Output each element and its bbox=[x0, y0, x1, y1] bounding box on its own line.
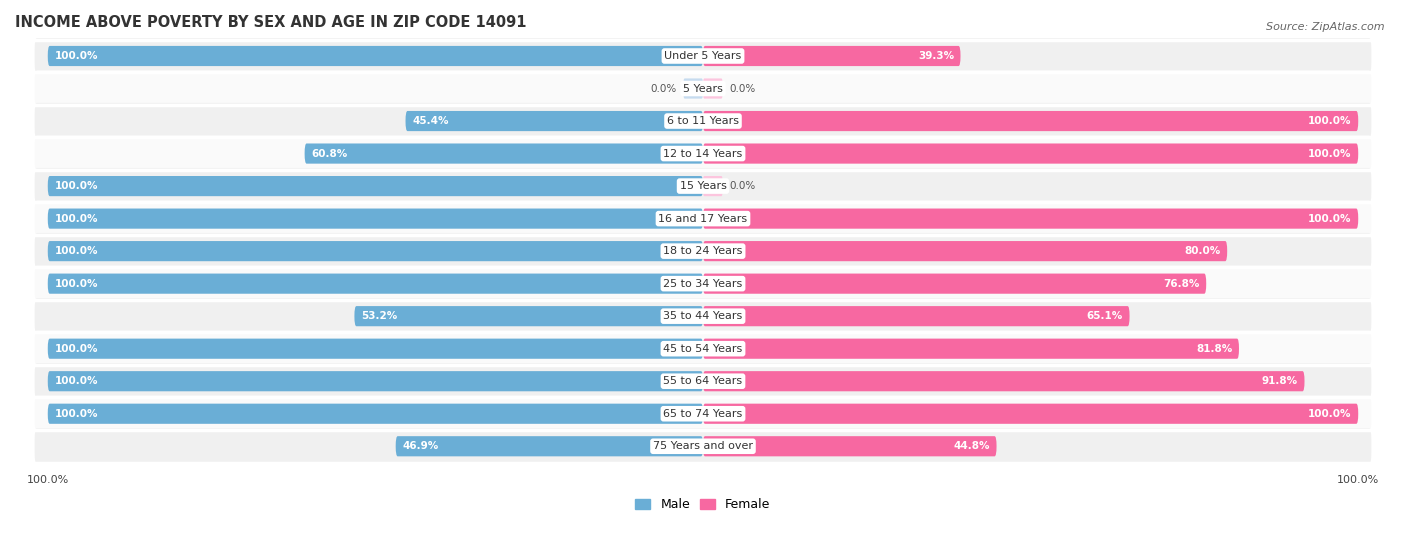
Text: 46.9%: 46.9% bbox=[402, 441, 439, 451]
FancyBboxPatch shape bbox=[395, 436, 703, 456]
FancyBboxPatch shape bbox=[48, 46, 703, 66]
FancyBboxPatch shape bbox=[48, 339, 703, 359]
FancyBboxPatch shape bbox=[703, 436, 997, 456]
FancyBboxPatch shape bbox=[35, 363, 1371, 399]
Text: 55 to 64 Years: 55 to 64 Years bbox=[664, 376, 742, 386]
FancyBboxPatch shape bbox=[35, 266, 1371, 302]
FancyBboxPatch shape bbox=[48, 176, 703, 196]
FancyBboxPatch shape bbox=[48, 209, 703, 229]
FancyBboxPatch shape bbox=[703, 144, 1358, 164]
FancyBboxPatch shape bbox=[703, 209, 1358, 229]
Text: 100.0%: 100.0% bbox=[1308, 214, 1351, 224]
Text: INCOME ABOVE POVERTY BY SEX AND AGE IN ZIP CODE 14091: INCOME ABOVE POVERTY BY SEX AND AGE IN Z… bbox=[15, 15, 526, 30]
FancyBboxPatch shape bbox=[703, 273, 1206, 293]
Text: 44.8%: 44.8% bbox=[953, 441, 990, 451]
FancyBboxPatch shape bbox=[48, 371, 703, 391]
FancyBboxPatch shape bbox=[48, 273, 703, 293]
Text: 76.8%: 76.8% bbox=[1163, 278, 1199, 288]
Text: 53.2%: 53.2% bbox=[361, 311, 398, 321]
Text: 80.0%: 80.0% bbox=[1184, 246, 1220, 256]
FancyBboxPatch shape bbox=[35, 103, 1371, 139]
FancyBboxPatch shape bbox=[35, 396, 1371, 432]
Text: 100.0%: 100.0% bbox=[1308, 116, 1351, 126]
Text: 100.0%: 100.0% bbox=[55, 344, 98, 354]
FancyBboxPatch shape bbox=[354, 306, 703, 326]
Text: 60.8%: 60.8% bbox=[311, 149, 347, 159]
FancyBboxPatch shape bbox=[703, 339, 1239, 359]
Text: Under 5 Years: Under 5 Years bbox=[665, 51, 741, 61]
Text: 35 to 44 Years: 35 to 44 Years bbox=[664, 311, 742, 321]
FancyBboxPatch shape bbox=[35, 201, 1371, 237]
Text: 25 to 34 Years: 25 to 34 Years bbox=[664, 278, 742, 288]
Text: 45.4%: 45.4% bbox=[412, 116, 449, 126]
FancyBboxPatch shape bbox=[703, 371, 1305, 391]
Text: Source: ZipAtlas.com: Source: ZipAtlas.com bbox=[1267, 22, 1385, 32]
Text: 45 to 54 Years: 45 to 54 Years bbox=[664, 344, 742, 354]
Text: 91.8%: 91.8% bbox=[1261, 376, 1298, 386]
FancyBboxPatch shape bbox=[703, 404, 1358, 424]
Text: 100.0%: 100.0% bbox=[55, 214, 98, 224]
FancyBboxPatch shape bbox=[35, 38, 1371, 74]
Text: 65 to 74 Years: 65 to 74 Years bbox=[664, 409, 742, 419]
Text: 12 to 14 Years: 12 to 14 Years bbox=[664, 149, 742, 159]
Text: 100.0%: 100.0% bbox=[1308, 409, 1351, 419]
Text: 6 to 11 Years: 6 to 11 Years bbox=[666, 116, 740, 126]
FancyBboxPatch shape bbox=[35, 70, 1371, 107]
Text: 18 to 24 Years: 18 to 24 Years bbox=[664, 246, 742, 256]
FancyBboxPatch shape bbox=[48, 404, 703, 424]
Text: 0.0%: 0.0% bbox=[651, 83, 676, 93]
FancyBboxPatch shape bbox=[703, 176, 723, 196]
FancyBboxPatch shape bbox=[405, 111, 703, 131]
Text: 100.0%: 100.0% bbox=[55, 409, 98, 419]
Text: 100.0%: 100.0% bbox=[55, 278, 98, 288]
FancyBboxPatch shape bbox=[703, 306, 1129, 326]
Text: 100.0%: 100.0% bbox=[1308, 149, 1351, 159]
Text: 81.8%: 81.8% bbox=[1197, 344, 1233, 354]
FancyBboxPatch shape bbox=[703, 111, 1358, 131]
Text: 100.0%: 100.0% bbox=[55, 246, 98, 256]
FancyBboxPatch shape bbox=[35, 330, 1371, 367]
Text: 16 and 17 Years: 16 and 17 Years bbox=[658, 214, 748, 224]
Text: 75 Years and over: 75 Years and over bbox=[652, 441, 754, 451]
Legend: Male, Female: Male, Female bbox=[630, 493, 776, 517]
FancyBboxPatch shape bbox=[35, 135, 1371, 172]
FancyBboxPatch shape bbox=[703, 241, 1227, 261]
FancyBboxPatch shape bbox=[35, 428, 1371, 465]
Text: 65.1%: 65.1% bbox=[1087, 311, 1123, 321]
Text: 100.0%: 100.0% bbox=[55, 376, 98, 386]
FancyBboxPatch shape bbox=[703, 78, 723, 98]
Text: 100.0%: 100.0% bbox=[55, 181, 98, 191]
Text: 15 Years: 15 Years bbox=[679, 181, 727, 191]
Text: 100.0%: 100.0% bbox=[55, 51, 98, 61]
FancyBboxPatch shape bbox=[703, 46, 960, 66]
FancyBboxPatch shape bbox=[35, 298, 1371, 334]
FancyBboxPatch shape bbox=[683, 78, 703, 98]
Text: 0.0%: 0.0% bbox=[730, 181, 755, 191]
FancyBboxPatch shape bbox=[35, 233, 1371, 269]
Text: 0.0%: 0.0% bbox=[730, 83, 755, 93]
FancyBboxPatch shape bbox=[35, 168, 1371, 204]
Text: 5 Years: 5 Years bbox=[683, 83, 723, 93]
FancyBboxPatch shape bbox=[305, 144, 703, 164]
Text: 39.3%: 39.3% bbox=[918, 51, 953, 61]
FancyBboxPatch shape bbox=[48, 241, 703, 261]
